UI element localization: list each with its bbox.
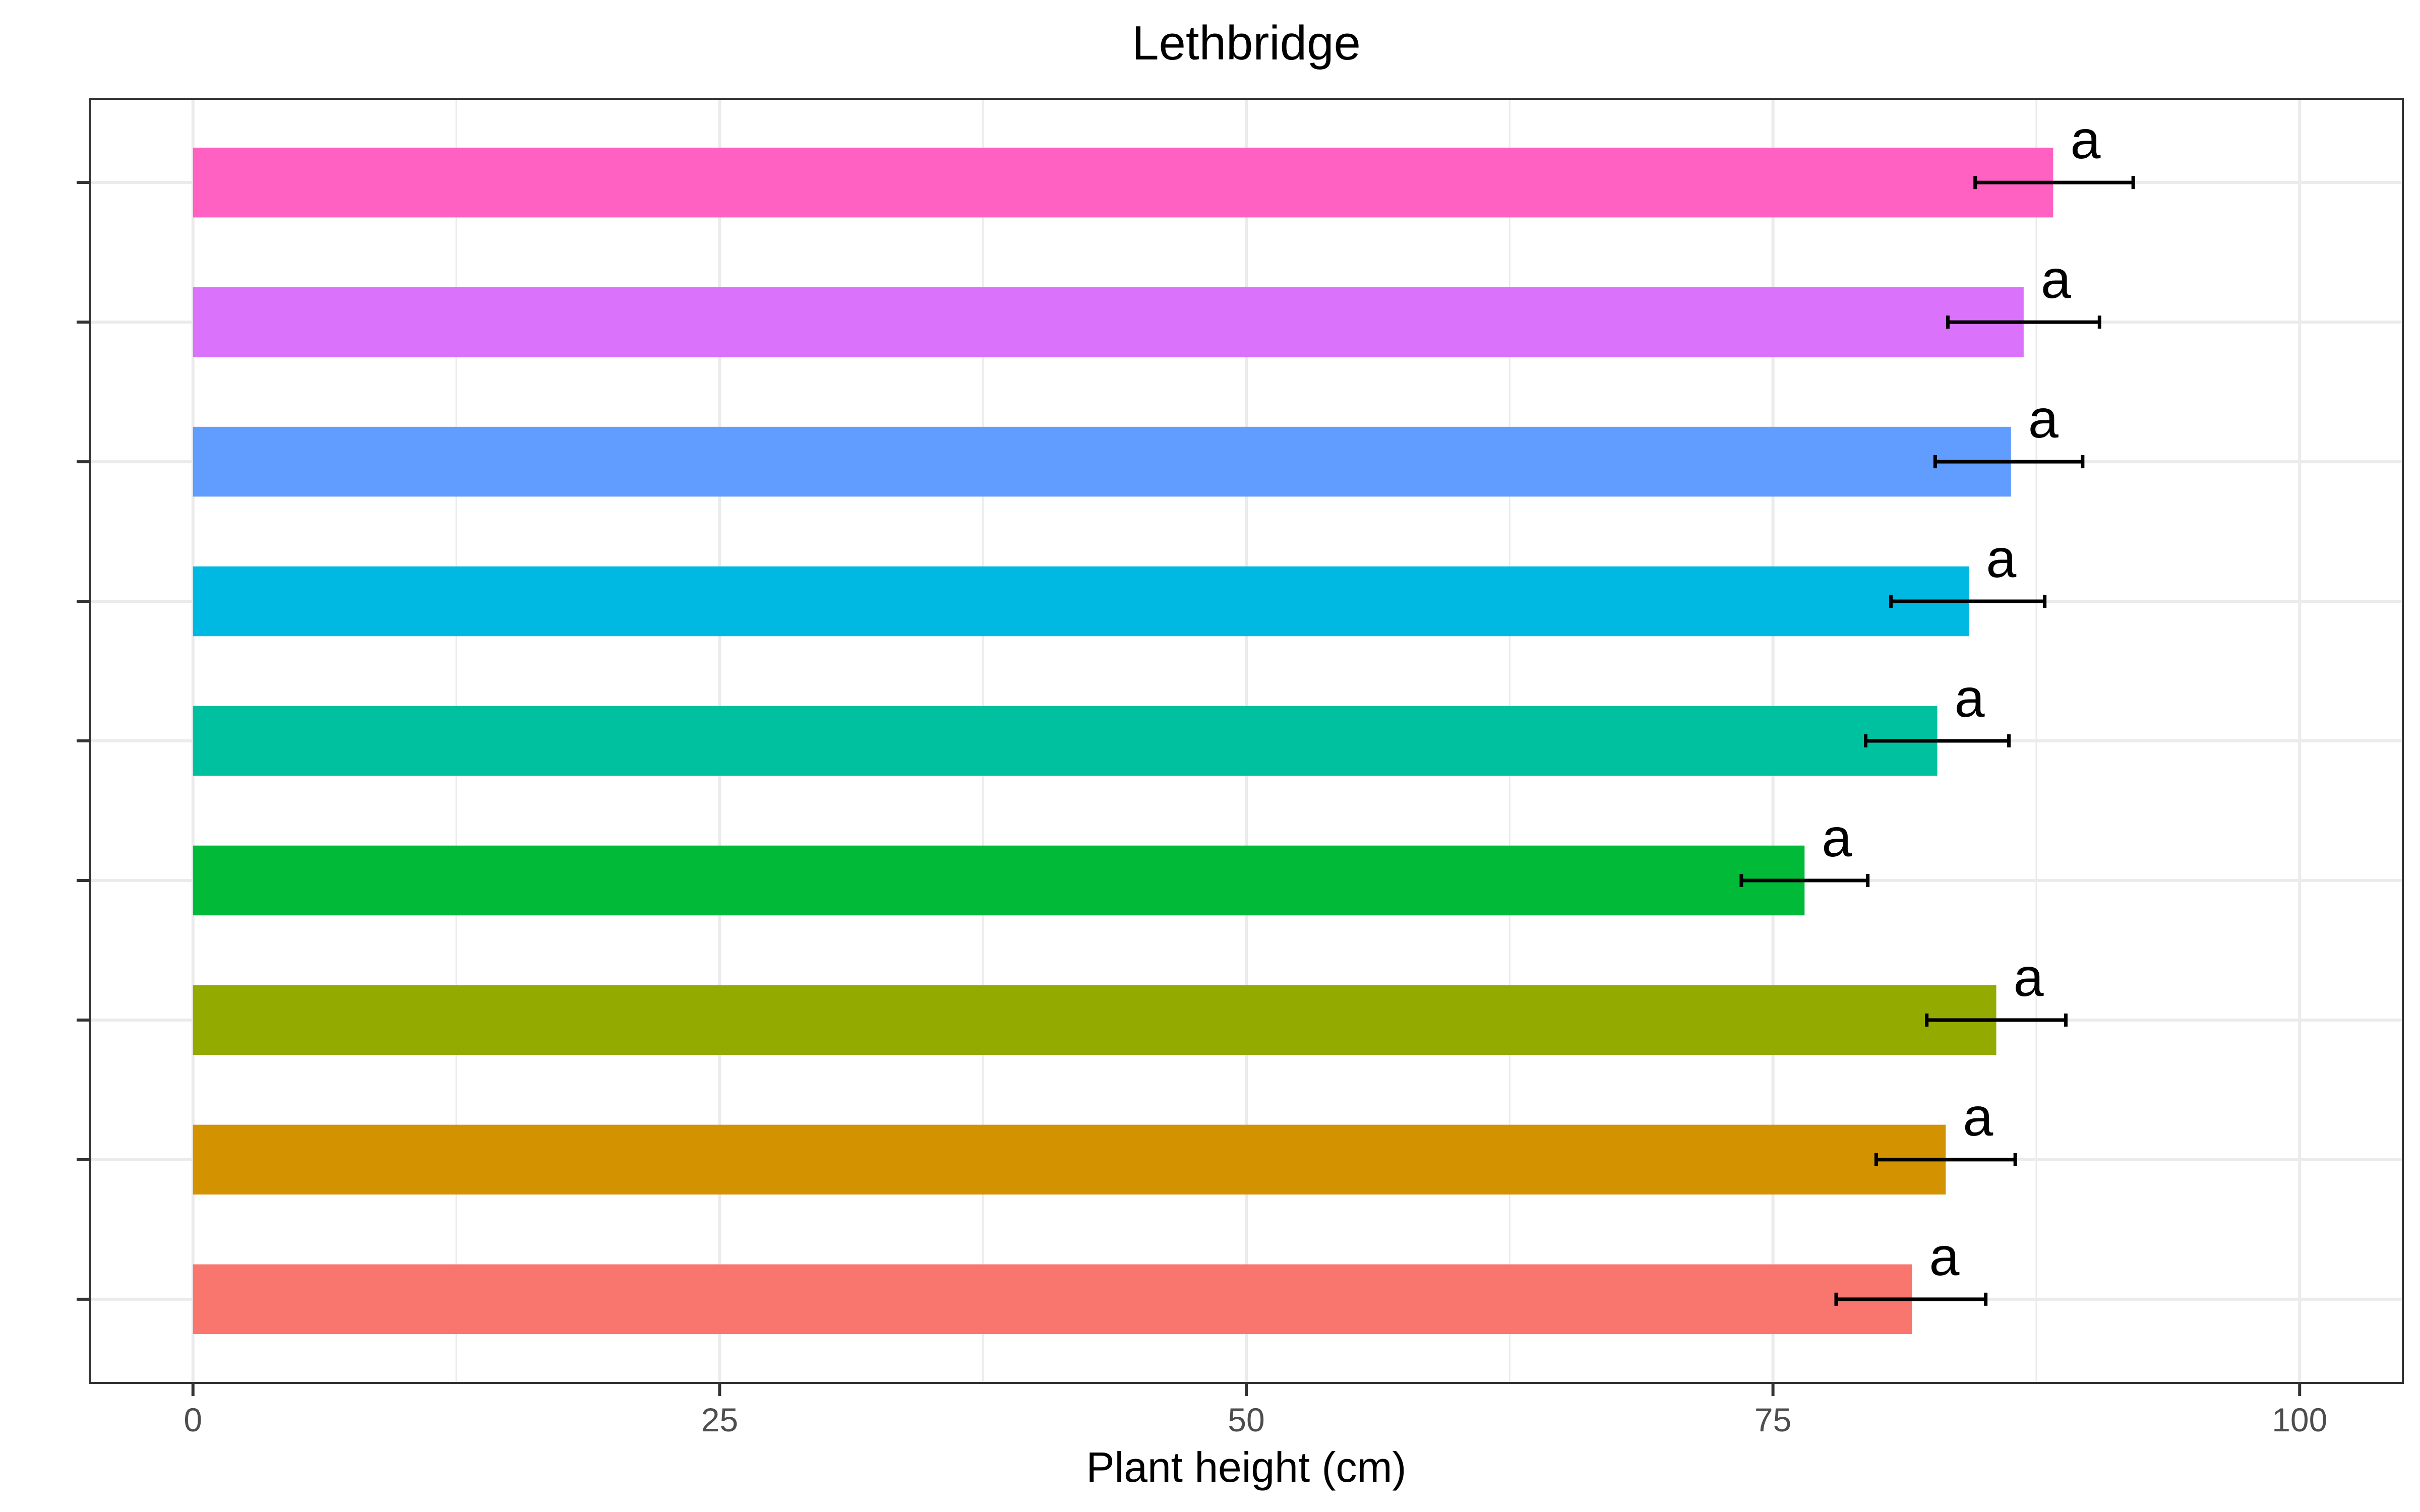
error-bar — [1889, 595, 2047, 608]
error-bar — [1739, 873, 1870, 887]
bars — [193, 147, 2053, 1335]
significance-label: a — [2014, 947, 2044, 1007]
x-tick-label: 0 — [184, 1401, 202, 1438]
bar — [193, 147, 2053, 218]
bar — [193, 1264, 1912, 1335]
chart-title: Lethbridge — [1132, 16, 1361, 70]
x-tick-label: 100 — [2272, 1401, 2327, 1438]
error-bar — [1834, 1292, 1988, 1306]
bar — [193, 426, 2011, 497]
bar — [193, 287, 2024, 357]
significance-label: a — [1929, 1226, 1960, 1287]
x-axis-label: Plant height (cm) — [1086, 1443, 1407, 1491]
bar — [193, 1124, 1946, 1195]
x-tick-label: 25 — [701, 1401, 738, 1438]
error-bars — [1739, 176, 2135, 1306]
error-bar — [1925, 1013, 2068, 1027]
significance-label: a — [2070, 109, 2101, 170]
x-axis-ticks: 0 25 50 75 100 — [184, 1383, 2327, 1438]
error-bar — [1933, 455, 2085, 469]
x-tick-label: 75 — [1754, 1401, 1791, 1438]
error-bar — [1863, 734, 2011, 747]
significance-label: a — [2041, 248, 2072, 309]
significance-label: a — [1963, 1086, 1993, 1147]
bar — [193, 845, 1805, 916]
y-axis-ticks — [77, 181, 90, 1301]
bar — [193, 566, 1969, 637]
significance-label: a — [1822, 807, 1852, 868]
error-bar — [1874, 1153, 2017, 1166]
bar — [193, 706, 1938, 776]
error-bar — [1946, 316, 2101, 329]
significance-labels: a a a a a a a a a — [1822, 109, 2101, 1287]
significance-label: a — [1986, 528, 2017, 589]
significance-label: a — [1955, 667, 1985, 728]
bar — [193, 985, 1996, 1055]
error-bar — [1973, 176, 2135, 190]
significance-label: a — [2028, 388, 2059, 449]
x-tick-label: 50 — [1228, 1401, 1264, 1438]
